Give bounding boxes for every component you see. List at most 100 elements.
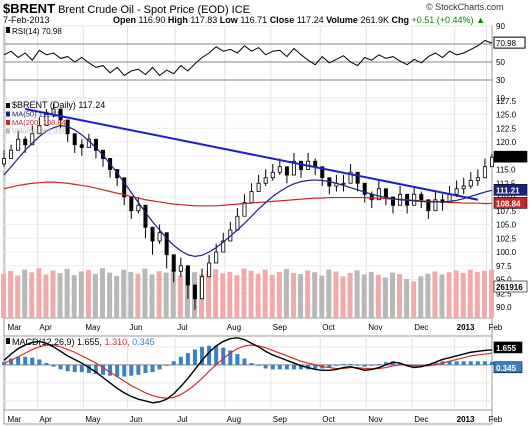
volume-bar: [241, 268, 247, 318]
candle-body: [200, 276, 205, 300]
rsi-line: [3, 39, 493, 77]
price-legend-swatch: [6, 120, 10, 125]
macd-histogram-bar: [362, 364, 367, 367]
x-tick-label-bottom: Feb: [488, 415, 502, 424]
volume-bar: [290, 272, 296, 318]
open-label: Open: [113, 15, 137, 25]
x-tick-label-bottom: Nov: [368, 415, 382, 424]
candle-body: [86, 138, 91, 148]
ma200-line: [3, 181, 493, 207]
candle-body: [164, 232, 169, 256]
price-tick-label: 122.5: [496, 124, 517, 133]
price-tick-label: 100.0: [496, 248, 517, 257]
candle-body: [171, 254, 176, 272]
macd-histogram-bar: [475, 361, 480, 365]
price-right-label: 117.24: [496, 153, 521, 162]
volume-bar: [29, 272, 35, 318]
macd-histogram-bar: [242, 358, 247, 365]
macd-histogram-bar: [376, 363, 381, 365]
volume-bar: [170, 269, 176, 318]
macd-histogram-bar: [355, 364, 360, 366]
price-right-label: 261916: [496, 283, 523, 292]
x-tick-label-bottom: May: [85, 415, 100, 424]
price-tick-label: 92.5: [496, 289, 512, 298]
macd-histogram-bar: [256, 364, 261, 366]
macd-signal-line: [3, 344, 493, 399]
volume-bar: [418, 276, 424, 318]
macd-histogram-bar: [461, 361, 466, 365]
volume-bar: [404, 278, 410, 318]
x-tick-label-bottom: Aug: [227, 415, 241, 424]
candle-body: [214, 251, 219, 264]
candle-body: [320, 166, 325, 179]
candle-body: [2, 158, 7, 165]
macd-right-label: 1.655: [496, 344, 517, 353]
candle-body: [157, 232, 162, 242]
price-legend-swatch: [6, 103, 10, 108]
volume-bar: [163, 272, 169, 318]
price-legend-swatch: [6, 128, 10, 134]
chart-header-title: $BRENT Brent Crude Oil - Spot Price (EOD…: [3, 1, 250, 16]
volume-bar: [269, 274, 275, 318]
volume-bar: [149, 274, 155, 318]
rsi-tick-label: 30: [496, 76, 505, 85]
price-tick-label: 102.5: [496, 234, 517, 243]
rsi-tick-label: 50: [496, 58, 505, 67]
macd-histogram-bar: [277, 364, 282, 370]
x-tick-label-bottom: Apr: [39, 415, 52, 424]
macd-histogram-bar: [433, 362, 438, 365]
volume-bar: [432, 271, 438, 318]
volume-bar: [43, 274, 49, 318]
candle-body: [461, 185, 466, 190]
volume-bar: [220, 273, 226, 318]
candle-body: [482, 166, 487, 179]
macd-histogram-bar: [221, 347, 226, 365]
change-label: Chg: [391, 15, 410, 25]
macd-histogram-bar: [192, 349, 197, 365]
candle-body: [256, 182, 261, 192]
candle-body: [454, 188, 459, 195]
price-legend-entry: MA(50) 111.21: [12, 110, 61, 119]
volume-bar: [305, 270, 311, 318]
volume-bar: [248, 270, 254, 318]
macd-histogram-bar: [447, 361, 452, 365]
macd-histogram-bar: [398, 363, 403, 365]
macd-histogram-bar: [171, 361, 176, 365]
candle-body: [419, 193, 424, 201]
volume-bar: [361, 274, 367, 318]
stockcharts-credit: © StockCharts.com: [426, 2, 504, 12]
price-tick-label: 112.5: [496, 179, 516, 188]
macd-histogram-bar: [390, 361, 395, 365]
volume-bar: [64, 268, 70, 318]
candle-body: [277, 166, 282, 173]
macd-histogram-bar: [9, 358, 14, 365]
rsi-tick-label: 90: [496, 22, 505, 31]
macd-histogram-bar: [136, 364, 141, 375]
volume-bar: [92, 274, 98, 318]
macd-histogram-bar: [284, 364, 289, 370]
volume-bar: [36, 268, 42, 318]
volume-bar: [276, 271, 282, 318]
macd-histogram-bar: [164, 364, 169, 366]
x-tick-label-bottom: Mar: [8, 415, 22, 424]
volume-bar: [15, 275, 21, 318]
volume-bar: [368, 271, 374, 318]
price-tick-label: 127.5: [496, 97, 517, 106]
macd-histogram-bar: [44, 363, 49, 365]
up-arrow-icon: ▲: [476, 15, 485, 25]
candle-body: [390, 196, 395, 206]
candle-body: [44, 114, 49, 126]
close-value: 117.24: [296, 15, 324, 25]
macd-histogram-bar: [37, 359, 42, 365]
candle-body: [348, 171, 353, 184]
price-tick-label: 125.0: [496, 111, 517, 120]
macd-histogram-bar: [93, 364, 98, 374]
macd-line: [3, 337, 493, 404]
macd-histogram-bar: [348, 363, 353, 365]
macd-legend: MACD(12,26,9) 1.655, 1.310, 0.345: [12, 337, 155, 347]
x-tick-label: May: [85, 323, 100, 332]
candle-body: [249, 191, 254, 203]
change-value: +0.51 (+0.44%): [411, 15, 474, 25]
x-tick-label: Feb: [488, 323, 502, 332]
volume-bar: [347, 272, 353, 318]
